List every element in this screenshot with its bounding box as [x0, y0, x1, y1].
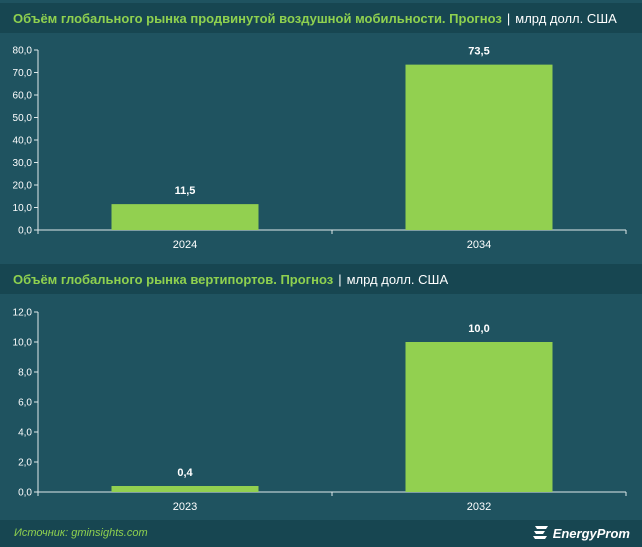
chart-1-bar-value-label: 73,5 — [468, 46, 489, 58]
source-note: Источник: gminsights.com — [14, 527, 148, 539]
chart-2-y-tick-label: 0,0 — [18, 488, 32, 499]
chart-2-bar-value-label: 0,4 — [177, 467, 193, 479]
chart-2-y-tick-label: 6,0 — [18, 398, 32, 409]
chart-1-y-tick-label: 30,0 — [13, 158, 33, 169]
chart-2-title-bar: Объём глобального рынка вертипортов. Про… — [0, 264, 642, 294]
chart-1-bar — [405, 64, 553, 230]
chart-1-y-tick-label: 0,0 — [18, 226, 32, 237]
footer: Источник: gminsights.com EnergyProm — [0, 520, 642, 547]
chart-2-y-tick-label: 8,0 — [18, 368, 32, 379]
chart-1-y-tick-label: 70,0 — [13, 68, 33, 79]
chart-2-y-tick-label: 4,0 — [18, 428, 32, 439]
chart-1-bar — [111, 204, 259, 230]
chart-1-bar-value-label: 11,5 — [175, 185, 196, 197]
chart-2-bar-value-label: 10,0 — [468, 323, 489, 335]
chart-1-y-tick-label: 20,0 — [13, 181, 33, 192]
chart-2-bar — [405, 342, 553, 492]
chart-1-title-separator: | — [506, 10, 511, 26]
energyprom-logo-icon — [532, 526, 548, 539]
chart-1-x-tick-label: 2024 — [173, 239, 197, 251]
chart-2-x-tick-label: 2032 — [467, 501, 491, 513]
chart-1-x-tick-label: 2034 — [467, 239, 491, 251]
chart-1-y-tick-label: 80,0 — [13, 46, 33, 57]
brand-name: EnergyProm — [552, 525, 630, 541]
chart-2-unit: млрд долл. США — [346, 271, 449, 287]
chart-2-title-separator: | — [338, 271, 342, 287]
chart-1-unit: млрд долл. США — [515, 10, 617, 26]
chart-2-y-tick-label: 10,0 — [13, 338, 33, 349]
chart-2-bar — [111, 486, 259, 492]
chart-1-title-bar: Объём глобального рынка продвинутой возд… — [0, 3, 642, 33]
chart-2-x-tick-label: 2023 — [173, 501, 197, 513]
chart-2-svg: 0,0 2,0 4,0 6,0 8,0 10,0 12,0 0,4 2023 10,0 2032 — [13, 308, 627, 513]
chart-1-svg: 0,0 10,0 20,0 30,0 40,0 50,0 60,0 70,0 80,0 11,5 2… — [13, 46, 627, 251]
chart-2-title: Объём глобального рынка вертипортов. Про… — [13, 271, 334, 287]
chart-1-y-tick-label: 50,0 — [13, 113, 33, 124]
chart-1-y-tick-label: 60,0 — [13, 91, 33, 102]
chart-2: 0,0 2,0 4,0 6,0 8,0 10,0 12,0 0,4 2023 10,0 2032 — [0, 297, 642, 518]
chart-1-y-tick-label: 10,0 — [13, 203, 33, 214]
chart-2-y-tick-label: 2,0 — [18, 458, 32, 469]
chart-1-y-tick-label: 40,0 — [13, 136, 33, 147]
chart-1-title: Объём глобального рынка продвинутой возд… — [13, 10, 502, 26]
chart-2-y-tick-label: 12,0 — [13, 308, 33, 319]
brand: EnergyProm — [531, 525, 630, 541]
chart-1: 0,0 10,0 20,0 30,0 40,0 50,0 60,0 70,0 80,0 11,5 2… — [0, 36, 642, 260]
